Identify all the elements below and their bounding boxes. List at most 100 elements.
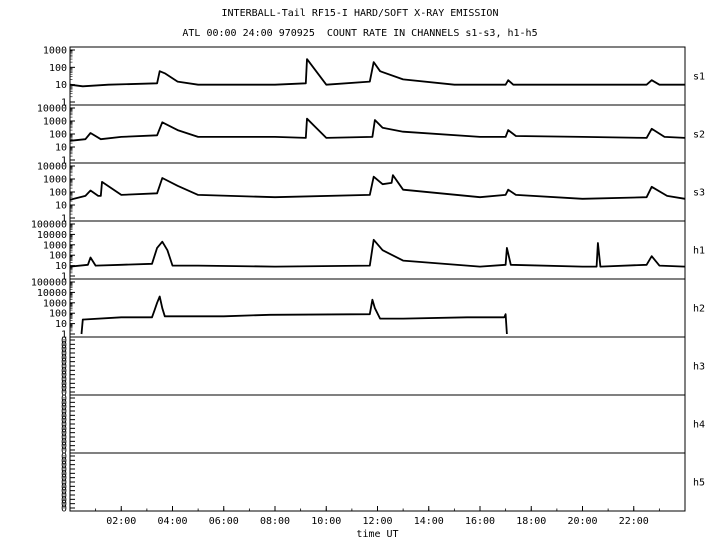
xtick-label: 22:00 [619, 516, 649, 527]
ytick-label-h4: 0 [61, 411, 67, 422]
ytick-label-h5: 0 [61, 482, 67, 493]
series-line-s3 [69, 174, 686, 201]
ytick-label-s2: 1000 [43, 117, 67, 128]
ytick-label-h3: 0 [61, 353, 67, 364]
panel-h1-frame [69, 220, 686, 280]
panel-h5-frame [69, 452, 686, 512]
ytick-label-h1: 100000 [31, 220, 67, 231]
ytick-label-h5: 0 [61, 460, 67, 471]
ytick-label-h5: 0 [61, 486, 67, 497]
panel-label-h2: h2 [693, 304, 705, 315]
panel-label-h3: h3 [693, 362, 705, 373]
ytick-label-h2: 10 [55, 319, 67, 330]
ytick-label-h5: 0 [61, 491, 67, 502]
ytick-label-h5: 0 [61, 469, 67, 480]
panel-label-h4: h4 [693, 420, 705, 431]
panel-label-s2: s2 [693, 130, 705, 141]
ytick-label-h5: 0 [61, 478, 67, 489]
ytick-label-h5: 0 [61, 452, 67, 463]
ytick-label-h1: 1000 [43, 240, 67, 251]
panel-label-s3: s3 [693, 188, 705, 199]
ytick-label-h3: 0 [61, 366, 67, 377]
xtick-label: 14:00 [414, 516, 444, 527]
ytick-label-h5: 0 [61, 456, 67, 467]
ytick-label-h3: 0 [61, 336, 67, 347]
ytick-label-h2: 10000 [37, 288, 67, 299]
series-line-s2 [69, 117, 686, 142]
ytick-label-h5: 0 [61, 465, 67, 476]
xtick-label: 20:00 [567, 516, 597, 527]
ytick-label-s1: 1 [61, 98, 67, 109]
ytick-label-h4: 0 [61, 424, 67, 435]
ytick-label-h5: 0 [61, 499, 67, 510]
ytick-label-h4: 0 [61, 407, 67, 418]
ytick-label-h4: 0 [61, 398, 67, 409]
panel-h3-frame [69, 336, 686, 396]
panel-s3-frame [69, 162, 686, 222]
xtick-label: 12:00 [362, 516, 392, 527]
ytick-label-h3: 0 [61, 383, 67, 394]
ytick-label-s3: 1 [61, 214, 67, 225]
xtick-label: 02:00 [106, 516, 136, 527]
ytick-label-h4: 0 [61, 420, 67, 431]
series-line-h1 [69, 238, 686, 268]
x-axis-label: time UT [356, 529, 398, 540]
xtick-label: 10:00 [311, 516, 341, 527]
panel-s2-frame [69, 104, 686, 164]
ytick-label-h2: 100 [49, 309, 67, 320]
ytick-label-s2: 10000 [37, 104, 67, 115]
ytick-label-s1: 1000 [43, 46, 67, 57]
ytick-label-s1: 100 [49, 63, 67, 74]
ytick-label-h3: 0 [61, 388, 67, 399]
ytick-label-h1: 10 [55, 261, 67, 272]
ytick-label-h4: 0 [61, 441, 67, 452]
ytick-label-h5: 0 [61, 504, 67, 515]
xtick-label: 06:00 [209, 516, 239, 527]
ytick-label-h4: 0 [61, 415, 67, 426]
series-line-s1 [69, 58, 685, 88]
ytick-label-h3: 0 [61, 379, 67, 390]
ytick-label-s2: 100 [49, 130, 67, 141]
xtick-label: 04:00 [157, 516, 187, 527]
xtick-label: 08:00 [260, 516, 290, 527]
ytick-label-s2: 10 [55, 143, 67, 154]
ytick-label-h2: 100000 [31, 278, 67, 289]
ytick-label-h5: 0 [61, 473, 67, 484]
ytick-label-h2: 1 [61, 330, 67, 341]
ytick-label-h3: 0 [61, 340, 67, 351]
ytick-label-h5: 0 [61, 495, 67, 506]
ytick-label-h1: 100 [49, 251, 67, 262]
ytick-label-h3: 0 [61, 344, 67, 355]
ytick-label-s1: 10 [55, 80, 67, 91]
ytick-label-h4: 0 [61, 402, 67, 413]
panel-label-h1: h1 [693, 246, 705, 257]
panel-s1-frame [69, 46, 686, 106]
ytick-label-h4: 0 [61, 433, 67, 444]
ytick-label-s3: 1000 [43, 175, 67, 186]
panel-label-s1: s1 [693, 72, 705, 83]
panel-label-h5: h5 [693, 478, 705, 489]
ytick-label-h1: 10000 [37, 230, 67, 241]
ytick-label-s3: 10 [55, 201, 67, 212]
chart-subtitle: ATL 00:00 24:00 970925 COUNT RATE IN CHA… [182, 28, 538, 39]
chart-title: INTERBALL-Tail RF15-I HARD/SOFT X-RAY EM… [221, 8, 499, 19]
ytick-label-s3: 10000 [37, 162, 67, 173]
panel-h4-frame [69, 394, 686, 454]
ytick-label-h3: 0 [61, 370, 67, 381]
xtick-label: 16:00 [465, 516, 495, 527]
ytick-label-s2: 1 [61, 156, 67, 167]
ytick-label-h3: 0 [61, 375, 67, 386]
ytick-label-h3: 0 [61, 362, 67, 373]
ytick-label-h4: 0 [61, 437, 67, 448]
ytick-label-h4: 0 [61, 446, 67, 457]
ytick-label-h2: 1000 [43, 298, 67, 309]
ytick-label-h4: 0 [61, 394, 67, 405]
ytick-label-h1: 1 [61, 272, 67, 283]
ytick-label-h3: 0 [61, 357, 67, 368]
series-line-h2 [80, 295, 508, 335]
ytick-label-h3: 0 [61, 349, 67, 360]
ytick-label-h4: 0 [61, 428, 67, 439]
xtick-label: 18:00 [516, 516, 546, 527]
ytick-label-s3: 100 [49, 188, 67, 199]
